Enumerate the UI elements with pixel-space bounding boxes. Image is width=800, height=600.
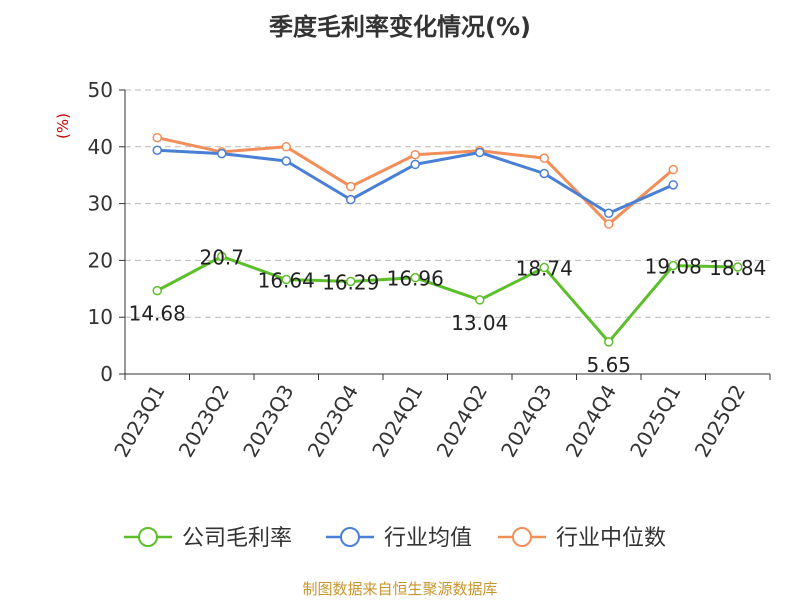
data-label-9: 18.84 [709,256,766,280]
point-2-8 [668,164,678,175]
point-2-4 [410,150,420,160]
x-tick-label-2025Q1: 2025Q1 [625,381,685,462]
series-2 [152,132,678,229]
x-tick-label-2024Q4: 2024Q4 [561,381,621,462]
point-2-7 [604,219,614,229]
data-label-8: 19.08 [645,255,702,279]
y-tick-label-40: 40 [88,135,113,159]
point-1-2 [281,156,291,166]
point-2-2 [281,142,291,152]
data-label-3: 16.29 [322,270,379,294]
point-2-3 [346,181,356,192]
series-layer [152,132,743,347]
y-axis-label: (%) [54,113,72,139]
gridlines [125,89,770,318]
point-2-0 [152,132,162,143]
data-label-2: 16.64 [258,268,315,292]
point-0-4 [410,272,420,283]
point-1-3 [346,194,356,205]
legend-label-1: 行业均值 [384,526,472,551]
legend-marker-0 [138,527,158,547]
data-label-0: 14.68 [129,302,186,326]
source-note: 制图数据来自恒生聚源数据库 [302,580,497,598]
data-labels: 14.68 20.7 16.64 16.29 16.96 13.04 18.74 5.65 19… [129,245,767,376]
point-0-8 [668,260,678,271]
chart-title: 季度毛利率变化情况(%) [269,13,531,41]
data-label-4: 16.96 [387,267,444,291]
point-1-8 [668,180,678,190]
point-0-1 [217,251,227,262]
data-label-7: 5.65 [586,353,631,377]
point-2-6 [539,153,549,163]
y-tick-label-50: 50 [88,78,113,102]
legend: 公司毛利率 行业均值 行业中位数 [124,526,666,551]
legend-label-0: 公司毛利率 [182,526,292,551]
point-1-4 [410,159,420,170]
data-label-5: 13.04 [451,311,508,335]
point-0-6 [539,262,549,273]
y-tick-label-30: 30 [88,192,113,216]
x-tick-label-2023Q3: 2023Q3 [238,381,298,462]
y-tick-label-10: 10 [88,305,113,329]
x-tick-label-2025Q2: 2025Q2 [690,381,750,462]
x-tick-label-2023Q2: 2023Q2 [174,381,234,462]
point-1-7 [604,208,614,219]
legend-label-2: 行业中位数 [556,526,666,551]
x-tick-label-2024Q1: 2024Q1 [367,381,427,462]
legend-item-1: 行业均值 [326,526,472,551]
point-0-7 [604,337,614,347]
x-tick-label-2023Q4: 2023Q4 [303,381,363,462]
legend-item-0: 公司毛利率 [124,526,292,551]
series-0 [152,251,743,347]
point-0-9 [733,262,743,272]
point-1-1 [217,148,227,159]
point-0-5 [475,295,485,305]
legend-marker-1 [340,527,360,547]
y-tick-label-20: 20 [88,248,113,272]
x-tick-label-2024Q3: 2024Q3 [496,381,556,462]
point-0-3 [346,276,356,287]
series-1 [152,145,678,219]
x-tick-label-2024Q2: 2024Q2 [432,381,492,462]
point-1-6 [539,168,549,179]
point-0-0 [152,285,162,296]
data-label-1: 20.7 [199,245,244,269]
point-1-5 [475,147,485,158]
series-line-0 [156,254,738,344]
legend-marker-2 [512,527,532,547]
y-tick-label-0: 0 [100,362,113,386]
point-1-0 [152,145,162,155]
legend-item-2: 行业中位数 [498,526,666,551]
point-0-2 [281,274,291,285]
x-tick-label-2023Q1: 2023Q1 [109,381,169,462]
data-label-6: 18.74 [516,257,573,281]
